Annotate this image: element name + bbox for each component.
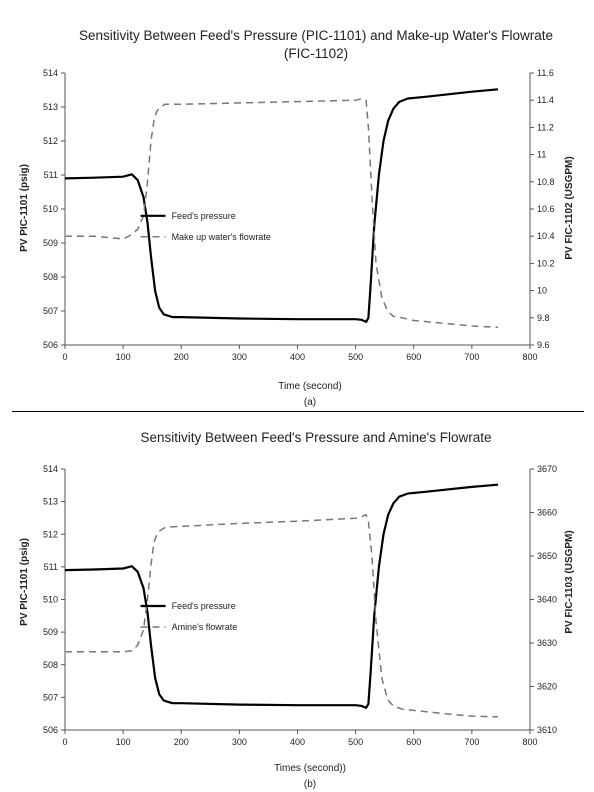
legend-label: Feed's pressure <box>172 601 236 611</box>
y-right-tick-label: 3660 <box>537 508 557 518</box>
series-line-solid <box>64 483 499 709</box>
y-left-tick-label: 511 <box>44 170 58 180</box>
y-right-tick-label: 10.4 <box>537 231 555 241</box>
y-left-tick-label: 510 <box>43 204 58 214</box>
chart-b-plot: 0 100 200 300 400 500 600 700 800 506 507 508 509 510… <box>43 464 557 747</box>
y-right-tick-label: 3640 <box>537 595 557 605</box>
x-tick-label: 400 <box>290 352 305 362</box>
x-tick-label: 200 <box>174 352 189 362</box>
y-left-tick-label: 507 <box>43 306 58 316</box>
chart-panel-b: Sensitivity Between Feed's Pressure and … <box>0 412 594 792</box>
y-right-tick-label: 9.8 <box>537 313 550 323</box>
x-tick-label: 0 <box>62 352 67 362</box>
chart-a-title: Sensitivity Between Feed's Pressure (PIC… <box>79 28 553 43</box>
x-tick-label: 600 <box>406 737 421 747</box>
legend-label: Amine's flowrate <box>172 622 238 632</box>
y-right-tick-label: 11.6 <box>537 68 554 78</box>
chart-a-xlabel: Time (second) <box>278 381 342 392</box>
chart-b-xlabel: Times (second)) <box>274 763 346 774</box>
y-right-tick-label: 11.4 <box>537 95 554 105</box>
x-tick-label: 400 <box>290 737 305 747</box>
legend-label: Make up water's flowrate <box>172 232 271 242</box>
legend-label: Feed's pressure <box>172 211 236 221</box>
y-left-tick-label: 514 <box>43 464 58 474</box>
y-left-tick-label: 512 <box>43 529 58 539</box>
chart-a-svg: Sensitivity Between Feed's Pressure (PIC… <box>19 28 575 408</box>
y-right-tick-label: 10.6 <box>537 204 555 214</box>
y-right-tick-label: 3670 <box>537 464 557 474</box>
x-tick-label: 100 <box>116 352 131 362</box>
y-left-tick-label: 509 <box>43 238 58 248</box>
series-line-dashed <box>65 513 499 718</box>
series-line-dashed <box>65 98 499 329</box>
x-tick-label: 500 <box>348 737 363 747</box>
y-left-tick-label: 506 <box>43 725 58 735</box>
x-tick-label: 100 <box>116 737 131 747</box>
y-left-tick-label: 508 <box>43 660 58 670</box>
y-left-tick-label: 514 <box>43 68 58 78</box>
y-right-tick-label: 3630 <box>537 638 557 648</box>
y-left-tick-label: 512 <box>43 136 58 146</box>
chart-b-title: Sensitivity Between Feed's Pressure and … <box>140 430 491 445</box>
x-tick-label: 800 <box>522 352 537 362</box>
chart-a-ylabel-left: PV PIC-1101 (psig) <box>19 164 30 252</box>
y-right-tick-label: 3610 <box>537 725 557 735</box>
chart-b-subfigure-label: (b) <box>304 779 316 790</box>
chart-b-ylabel-right: PV FIC-1103 (USGPM) <box>564 530 575 633</box>
y-right-tick-label: 11.2 <box>537 122 554 132</box>
y-left-tick-label: 513 <box>43 497 58 507</box>
series-line-solid <box>64 88 499 323</box>
chart-b-ylabel-left: PV PIC-1101 (psig) <box>19 538 30 626</box>
x-tick-label: 700 <box>464 737 479 747</box>
y-right-tick-label: 10 <box>537 286 547 296</box>
x-tick-label: 700 <box>464 352 479 362</box>
x-tick-label: 500 <box>348 352 363 362</box>
y-left-tick-label: 507 <box>43 692 58 702</box>
x-tick-label: 200 <box>174 737 189 747</box>
y-right-tick-label: 3620 <box>537 682 557 692</box>
y-left-tick-label: 506 <box>43 340 58 350</box>
y-left-tick-label: 510 <box>43 595 58 605</box>
y-right-tick-label: 3650 <box>537 551 557 561</box>
y-right-tick-label: 10.8 <box>537 177 555 187</box>
chart-panel-a: Sensitivity Between Feed's Pressure (PIC… <box>19 28 575 408</box>
y-left-tick-label: 513 <box>43 102 58 112</box>
chart-a-plot: 0 100 200 300 400 500 600 700 800 506 507 508 509 510… <box>43 68 555 362</box>
x-tick-label: 600 <box>406 352 421 362</box>
y-left-tick-label: 508 <box>43 272 58 282</box>
y-left-tick-label: 509 <box>43 627 58 637</box>
x-tick-label: 0 <box>62 737 67 747</box>
y-right-tick-label: 11 <box>537 150 546 160</box>
chart-a-ylabel-right: PV FIC-1102 (USGPM) <box>564 156 575 259</box>
x-tick-label: 800 <box>522 737 537 747</box>
x-tick-label: 300 <box>232 737 247 747</box>
chart-a-subfigure-label: (a) <box>304 397 316 408</box>
y-right-tick-label: 9.6 <box>537 340 550 350</box>
y-right-tick-label: 10.2 <box>537 258 555 268</box>
chart-b-svg: Sensitivity Between Feed's Pressure and … <box>19 430 575 790</box>
panel-divider <box>12 411 584 412</box>
y-left-tick-label: 511 <box>44 562 58 572</box>
x-tick-label: 300 <box>232 352 247 362</box>
chart-a-title-line2: (FIC-1102) <box>284 46 348 61</box>
